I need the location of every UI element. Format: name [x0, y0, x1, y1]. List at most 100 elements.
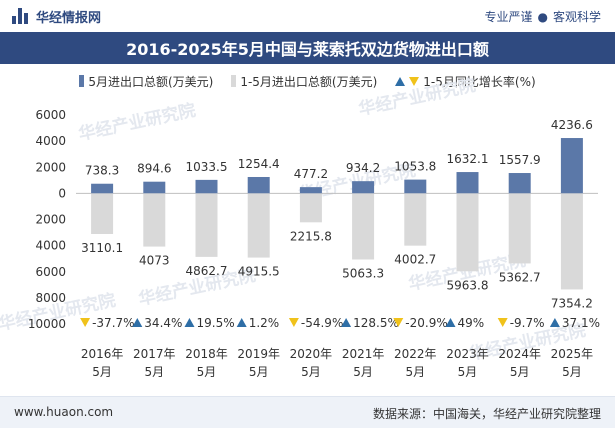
growth-label: 1.2%: [249, 316, 280, 330]
bar-monthly: [195, 179, 218, 194]
data-label-monthly: 934.2: [346, 161, 380, 175]
data-label-monthly: 1632.1: [447, 152, 489, 166]
data-label-cumulative: 4002.7: [394, 253, 436, 267]
x-tick-label-year: 2023年: [446, 347, 489, 361]
bar-cumulative: [143, 193, 166, 247]
x-tick-label-month: 5月: [405, 365, 425, 379]
growth-marker-down: [393, 318, 404, 327]
triangle-up-icon: [395, 76, 406, 86]
bar-cumulative: [560, 193, 583, 290]
growth-label: 19.5%: [197, 316, 235, 330]
legend-label-monthly: 5月进出口总额(万美元): [88, 74, 214, 89]
growth-marker-up: [445, 318, 456, 327]
legend-item-cumulative[interactable]: 1-5月进出口总额(万美元): [231, 73, 377, 90]
x-tick-label-year: 2022年: [394, 347, 437, 361]
chart-plot: 华经产业研究院华经产业研究院华经产业研究院华经产业研究院华经产业研究院华经产业研…: [0, 75, 600, 379]
y-tick-label: 4000: [35, 134, 66, 148]
y-tick-label: 8000: [35, 291, 66, 305]
x-tick-label-year: 2019年: [237, 347, 280, 361]
chart-legend: 5月进出口总额(万美元) 1-5月进出口总额(万美元) 1-5月同比增长率(%): [0, 72, 615, 90]
x-tick-label-month: 5月: [92, 365, 112, 379]
bar-monthly: [560, 138, 583, 194]
y-tick-label: 6000: [35, 108, 66, 122]
data-label-monthly: 1254.4: [238, 157, 280, 171]
bar-monthly: [91, 183, 114, 194]
x-tick-label-month: 5月: [144, 365, 164, 379]
y-tick-label: 2000: [35, 213, 66, 227]
bar-monthly: [143, 181, 166, 194]
growth-marker-up: [132, 318, 143, 327]
data-label-monthly: 1557.9: [499, 153, 541, 167]
growth-marker-up: [341, 318, 352, 327]
data-label-cumulative: 5063.3: [342, 267, 384, 281]
data-label-monthly: 738.3: [85, 164, 119, 178]
growth-marker-down: [288, 318, 299, 327]
chart-title: 2016-2025年5月中国与莱索托双边货物进出口额: [126, 40, 489, 59]
legend-item-growth[interactable]: 1-5月同比增长率(%): [395, 73, 536, 90]
bar-logo-icon: [12, 8, 30, 24]
x-tick-label-year: 2025年: [551, 347, 594, 361]
data-label-cumulative: 7354.2: [551, 296, 593, 310]
footer-source: 数据来源：中国海关，华经产业研究院整理: [372, 407, 601, 421]
x-tick-label-year: 2017年: [133, 347, 176, 361]
x-tick-label-month: 5月: [249, 365, 269, 379]
data-label-cumulative: 5362.7: [499, 270, 541, 284]
data-label-monthly: 1053.8: [394, 160, 436, 174]
data-label-monthly: 1033.5: [186, 160, 228, 174]
watermark-text: 华经产业研究院: [357, 75, 478, 120]
growth-marker-up: [236, 318, 247, 327]
footer-site[interactable]: www.huaon.com: [14, 405, 114, 419]
x-tick-label-year: 2016年: [81, 347, 124, 361]
data-label-monthly: 477.2: [294, 167, 328, 181]
brand[interactable]: 华经情报网: [12, 6, 101, 26]
legend-item-monthly[interactable]: 5月进出口总额(万美元): [79, 73, 213, 90]
growth-marker-down: [80, 318, 91, 327]
data-label-cumulative: 4862.7: [186, 264, 228, 278]
x-tick-label-month: 5月: [301, 365, 321, 379]
data-label-cumulative: 3110.1: [81, 241, 123, 255]
bar-cumulative: [91, 193, 114, 235]
bar-cumulative: [352, 193, 375, 260]
growth-label: -20.9%: [405, 316, 447, 330]
bar-monthly: [247, 176, 270, 194]
y-tick-label: 4000: [35, 239, 66, 253]
bar-cumulative: [299, 193, 322, 223]
y-tick-label: 2000: [35, 160, 66, 174]
bar-cumulative: [456, 193, 479, 272]
bar-monthly: [299, 187, 322, 194]
legend-swatch-cumulative: [231, 75, 237, 87]
growth-marker-down: [497, 318, 508, 327]
growth-label: -9.7%: [510, 316, 545, 330]
legend-label-cumulative: 1-5月进出口总额(万美元): [240, 74, 378, 89]
bar-monthly: [352, 181, 375, 194]
footer: www.huaon.com 数据来源：中国海关，华经产业研究院整理: [0, 396, 615, 428]
growth-label: 49%: [458, 316, 485, 330]
x-tick-label-month: 5月: [510, 365, 530, 379]
growth-marker-up: [549, 318, 560, 327]
tagline-dot-icon: ●: [537, 10, 548, 24]
bar-monthly: [456, 172, 479, 194]
growth-label: -37.7%: [92, 316, 134, 330]
triangle-down-icon: [409, 76, 420, 86]
data-label-monthly: 4236.6: [551, 118, 593, 132]
chart-title-bar: 2016-2025年5月中国与莱索托双边货物进出口额: [0, 32, 615, 64]
x-tick-label-month: 5月: [353, 365, 373, 379]
bar-cumulative: [247, 193, 270, 258]
watermark-text: 华经产业研究院: [77, 100, 198, 145]
data-label-monthly: 894.6: [137, 162, 171, 176]
data-label-cumulative: 2215.8: [290, 229, 332, 243]
data-label-cumulative: 4073: [139, 254, 170, 268]
x-tick-label-month: 5月: [562, 365, 582, 379]
x-tick-label-year: 2018年: [185, 347, 228, 361]
growth-label: 128.5%: [353, 316, 399, 330]
x-tick-label-year: 2024年: [498, 347, 541, 361]
bar-monthly: [508, 173, 531, 194]
x-tick-label-month: 5月: [197, 365, 217, 379]
legend-swatch-monthly: [79, 75, 85, 87]
x-tick-label-year: 2020年: [290, 347, 333, 361]
growth-label: 34.4%: [144, 316, 182, 330]
x-tick-label-month: 5月: [458, 365, 478, 379]
data-label-cumulative: 5963.8: [447, 278, 489, 292]
y-tick-label: 0: [58, 186, 66, 200]
y-tick-label: 10000: [28, 317, 66, 331]
